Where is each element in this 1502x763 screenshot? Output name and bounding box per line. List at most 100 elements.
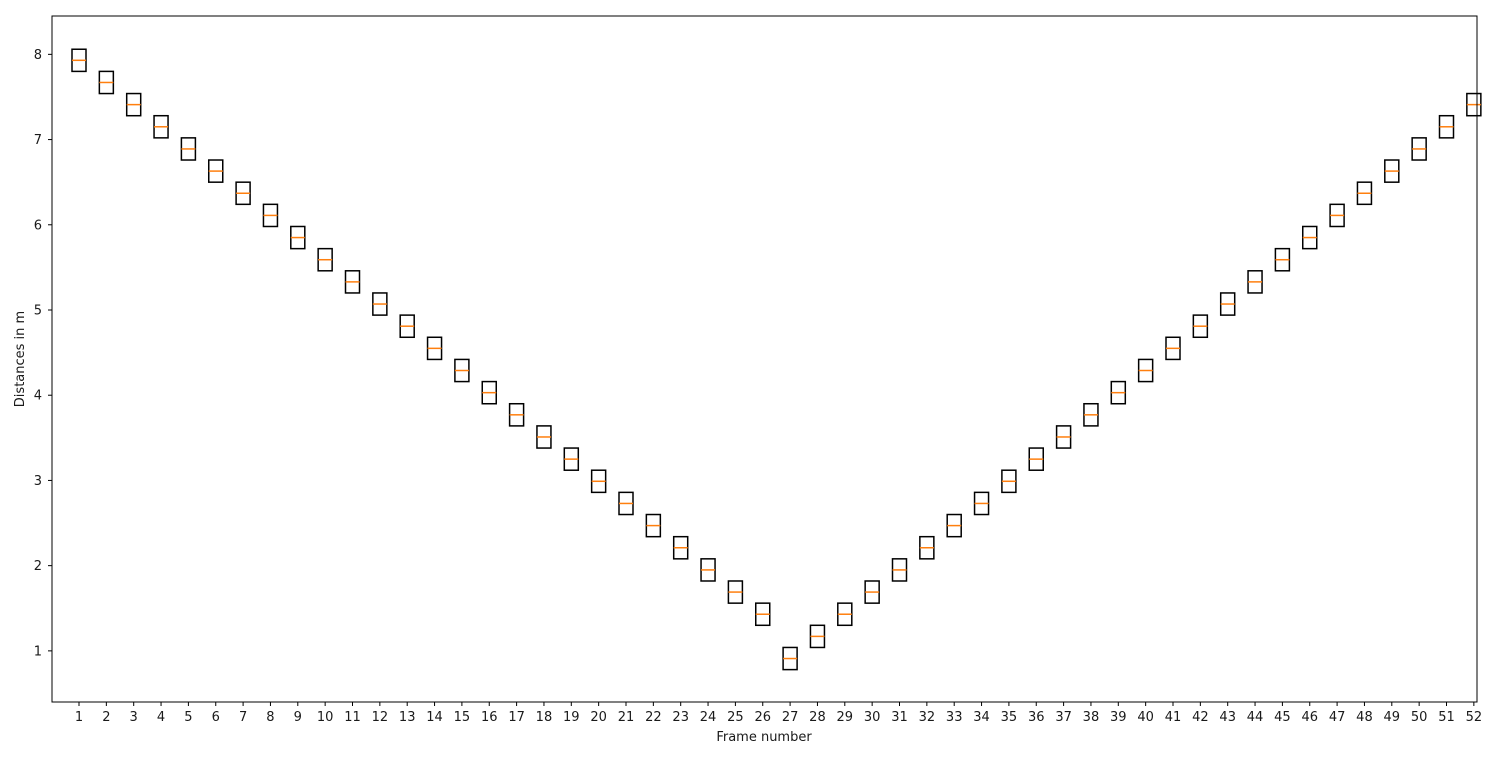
y-tick-label: 1 [34,644,42,659]
box-item [426,336,443,361]
x-axis-label: Frame number [716,730,812,745]
box-item [700,558,716,582]
x-tick-label: 7 [239,710,247,725]
x-tick-label: 10 [317,710,334,725]
x-tick-label: 22 [645,710,662,725]
box-item [1438,114,1455,139]
box-item [1274,247,1291,272]
box-item [399,314,415,339]
box-item [180,137,197,161]
x-tick-label: 8 [266,710,274,725]
plot-frame [51,15,1478,703]
box-item [1384,159,1400,183]
x-tick-label: 6 [212,710,220,725]
x-tick-label: 44 [1247,710,1264,725]
box-item [71,48,87,73]
box-item [454,358,470,383]
x-tick-label: 28 [809,710,826,725]
box-item [125,92,142,117]
x-tick-label: 47 [1329,710,1346,725]
x-tick-label: 18 [536,710,553,725]
x-tick-label: 45 [1274,710,1291,725]
x-tick-label: 37 [1055,710,1072,725]
x-tick-label: 43 [1219,710,1236,725]
box-item [946,513,962,538]
box-item [262,203,279,228]
box-item [973,491,990,516]
box-item [317,247,333,272]
x-tick-label: 42 [1192,710,1209,725]
x-axis-ticks: 1 2 3 4 5 6 7 8 9 10 11 12 13 14 15 16 17 18 19 20 21 22 23 24 2… [75,702,1482,725]
box-item [1219,292,1236,316]
box-item [235,181,251,206]
x-tick-label: 12 [372,710,389,725]
x-tick-label: 33 [946,710,963,725]
y-tick-label: 2 [34,559,42,574]
x-tick-label: 9 [294,710,302,725]
y-tick-label: 8 [34,48,42,63]
x-tick-label: 3 [130,710,138,725]
y-tick-label: 5 [34,304,42,319]
box-item [563,447,580,471]
y-axis-ticks: 1 2 3 4 5 6 7 8 [34,48,52,659]
box-item [672,535,689,560]
box-item [1192,314,1209,339]
box-series [71,48,1482,671]
x-tick-label: 40 [1137,710,1154,725]
x-tick-label: 41 [1165,710,1182,725]
x-tick-label: 49 [1384,710,1401,725]
x-tick-label: 17 [508,710,525,725]
box-item [1001,469,1017,494]
box-item [1247,270,1263,294]
box-item [1466,92,1482,117]
box-item [590,469,607,494]
x-tick-label: 5 [184,710,192,725]
x-tick-label: 32 [919,710,936,725]
y-tick-label: 7 [34,133,42,148]
box-item [98,70,115,95]
box-item [645,513,662,538]
x-tick-label: 16 [481,710,498,725]
x-tick-label: 20 [590,710,607,725]
x-tick-label: 29 [837,710,854,725]
x-tick-label: 30 [864,710,881,725]
x-tick-label: 48 [1356,710,1373,725]
x-tick-label: 15 [454,710,471,725]
x-tick-label: 11 [344,710,361,725]
box-item [755,602,771,627]
x-tick-label: 52 [1466,710,1483,725]
box-item [809,624,826,649]
box-item [1028,447,1044,471]
x-tick-label: 39 [1110,710,1127,725]
box-item [1329,203,1345,228]
box-item [618,491,634,516]
box-item [1137,358,1154,383]
box-item [1083,402,1099,427]
x-tick-label: 38 [1083,710,1100,725]
x-tick-label: 25 [727,710,744,725]
box-item [481,380,497,405]
x-tick-label: 13 [399,710,416,725]
box-item [290,225,306,250]
x-tick-label: 26 [754,710,771,725]
box-item [1302,225,1318,250]
x-tick-label: 35 [1001,710,1018,725]
y-axis-label: Distances in m [13,311,28,407]
box-item [1055,425,1072,449]
box-item [372,292,388,316]
box-item [508,402,525,427]
box-item [1411,137,1427,161]
box-item [864,580,880,604]
x-tick-label: 36 [1028,710,1045,725]
box-item [536,425,552,449]
x-tick-label: 2 [102,710,110,725]
box-item [919,535,935,560]
box-item [153,114,169,139]
x-tick-label: 46 [1301,710,1318,725]
x-tick-label: 51 [1438,710,1455,725]
y-tick-label: 6 [34,218,42,233]
x-tick-label: 1 [75,710,83,725]
x-tick-label: 21 [618,710,635,725]
x-tick-label: 19 [563,710,580,725]
